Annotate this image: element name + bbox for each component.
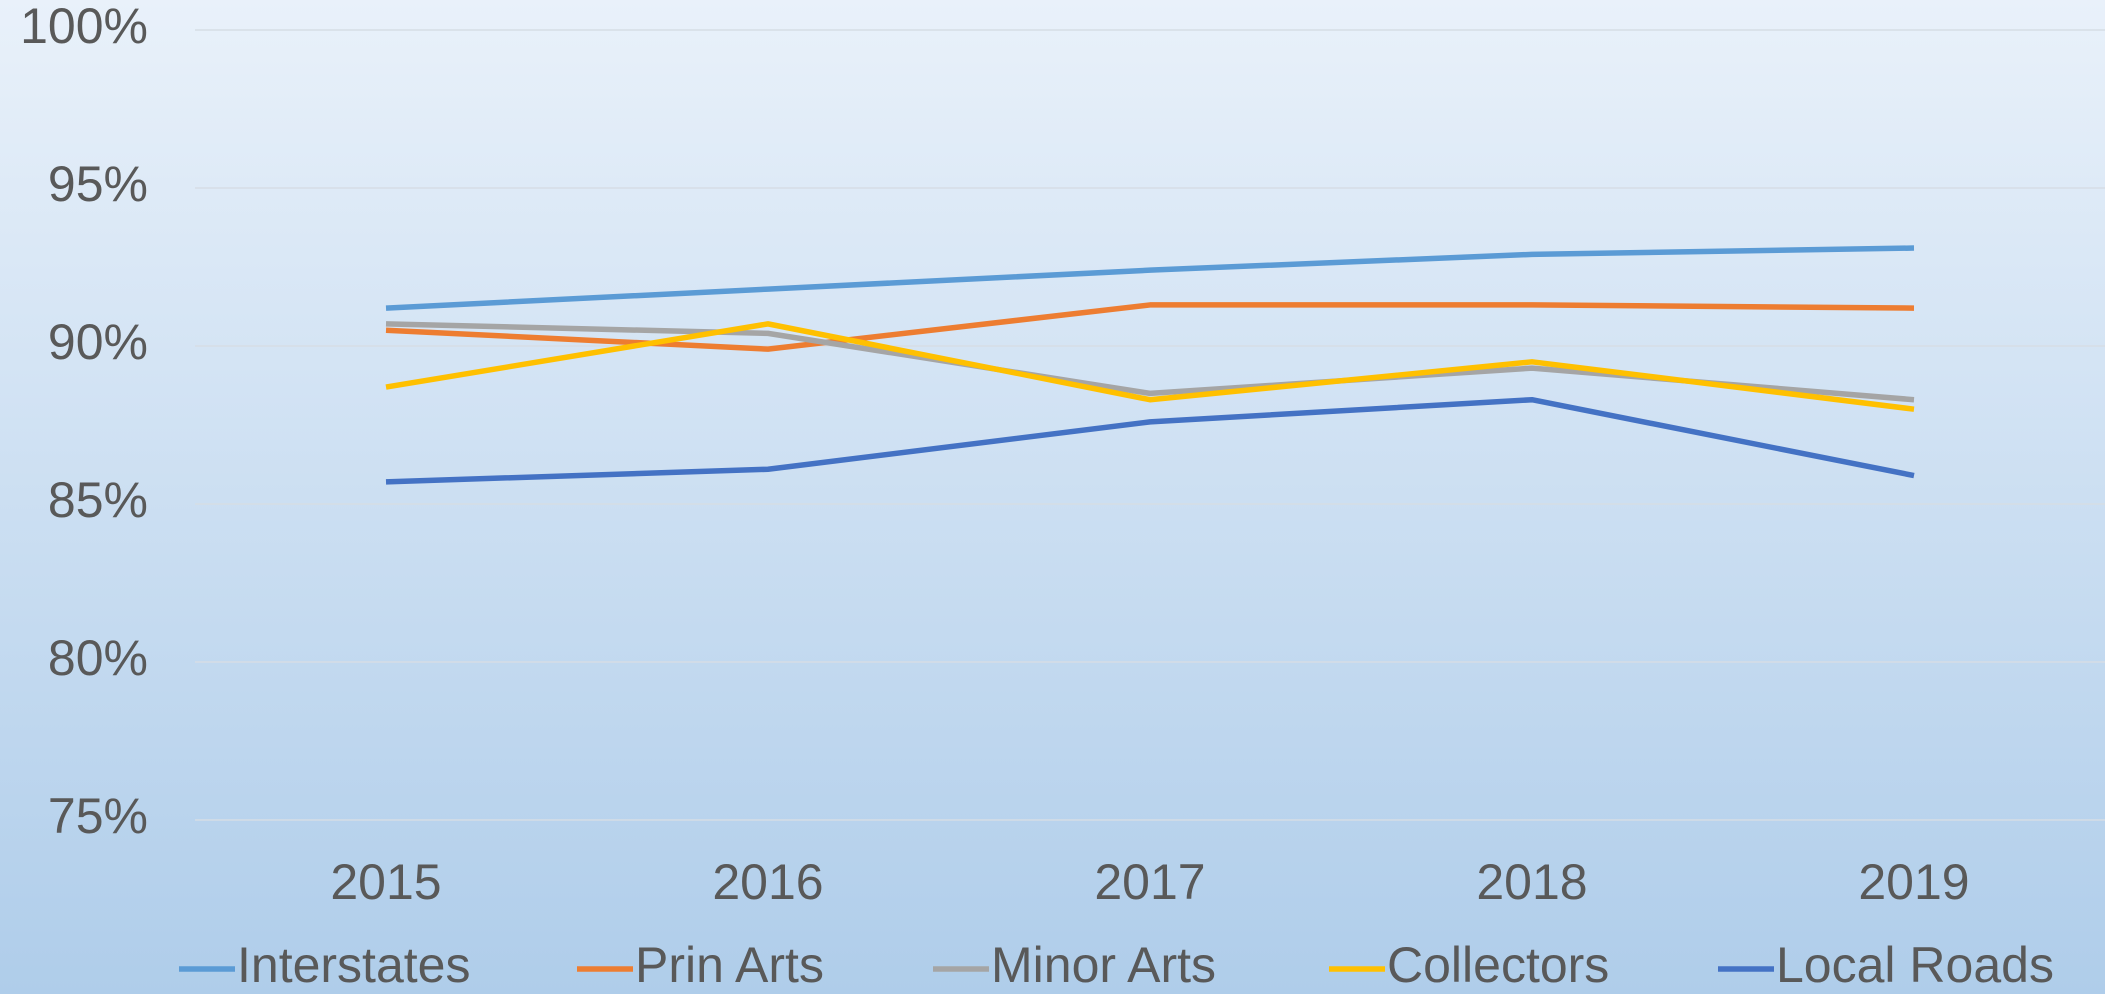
y-tick-label: 100% — [20, 0, 148, 54]
legend-label: Prin Arts — [635, 937, 824, 993]
x-tick-label: 2015 — [330, 854, 441, 910]
y-tick-label: 90% — [48, 314, 148, 370]
series-line — [385, 396, 1915, 485]
legend-label: Collectors — [1387, 937, 1609, 993]
x-tick-label: 2017 — [1094, 854, 1205, 910]
x-tick-label: 2018 — [1476, 854, 1587, 910]
y-tick-label: 95% — [48, 156, 148, 212]
x-tick-label: 2016 — [712, 854, 823, 910]
legend-label: Local Roads — [1776, 937, 2054, 993]
y-tick-label: 80% — [48, 630, 148, 686]
y-tick-label: 75% — [48, 788, 148, 844]
y-tick-label: 85% — [48, 472, 148, 528]
x-tick-label: 2019 — [1858, 854, 1969, 910]
series-line — [385, 245, 1915, 311]
legend-label: Minor Arts — [991, 937, 1216, 993]
series-line — [385, 321, 1915, 412]
legend-label: Interstates — [237, 937, 470, 993]
